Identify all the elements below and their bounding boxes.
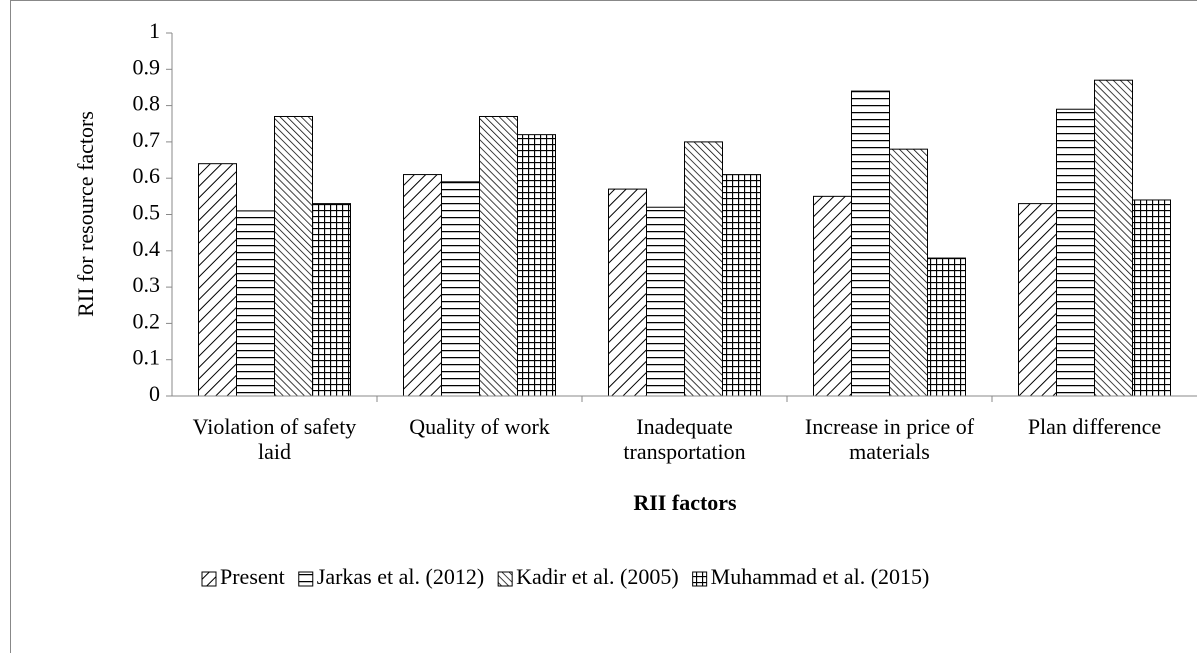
bar (236, 210, 275, 397)
bar (403, 174, 442, 397)
bar (889, 148, 928, 397)
y-tick-label: 0.7 (133, 127, 161, 152)
bar (1094, 79, 1133, 397)
y-tick-label: 1 (149, 18, 160, 43)
bar (479, 115, 518, 397)
bar (274, 115, 313, 397)
frame (10, 0, 1197, 653)
bar (722, 174, 761, 397)
y-tick-label: 0 (149, 381, 160, 406)
y-tick-label: 0.1 (133, 345, 161, 370)
legend-label: Muhammad et al. (2015) (711, 564, 930, 589)
x-tick-label: Increase in price of materials (804, 414, 975, 464)
x-tick-label-box: Plan difference (1027, 414, 1162, 439)
bar (851, 90, 890, 397)
bar (441, 181, 480, 397)
y-axis-label: RII for resource factors (73, 111, 98, 317)
bar (927, 257, 966, 397)
y-tick-label: 0.6 (133, 163, 161, 188)
y-tick-label: 0.2 (133, 308, 161, 333)
bar (1132, 199, 1171, 397)
x-tick-label: Plan difference (1027, 414, 1162, 439)
x-tick-label: Violation of safety laid (192, 414, 357, 464)
x-axis-label: RII factors (633, 490, 737, 515)
bar (312, 203, 351, 397)
legend-swatch (692, 571, 708, 587)
y-tick-label: 0.3 (133, 272, 161, 297)
legend-swatch (497, 571, 513, 587)
bar (1056, 108, 1095, 397)
bar (608, 188, 647, 397)
y-tick-label: 0.8 (133, 91, 161, 116)
bar (813, 195, 852, 397)
legend-swatch (298, 571, 314, 587)
y-tick-label: 0.4 (133, 236, 161, 261)
bar (1018, 203, 1057, 397)
y-tick-label: 0.9 (133, 54, 161, 79)
x-tick-label-box: Violation of safety laid (192, 414, 357, 464)
bar (517, 134, 556, 397)
x-tick-label-box: Quality of work (409, 414, 550, 439)
bar (198, 163, 237, 397)
legend-label: Present (220, 564, 285, 589)
y-tick-label: 0.5 (133, 200, 161, 225)
bar (684, 141, 723, 397)
legend-swatch (201, 571, 217, 587)
x-tick-label-box: Increase in price of materials (804, 414, 975, 464)
x-tick-label: Quality of work (409, 414, 550, 439)
legend-label: Kadir et al. (2005) (516, 564, 679, 589)
legend-label: Jarkas et al. (2012) (317, 564, 484, 589)
x-tick-label-box: Inadequate transportation (623, 414, 746, 464)
x-tick-label: Inadequate transportation (623, 414, 746, 464)
bar (646, 206, 685, 397)
